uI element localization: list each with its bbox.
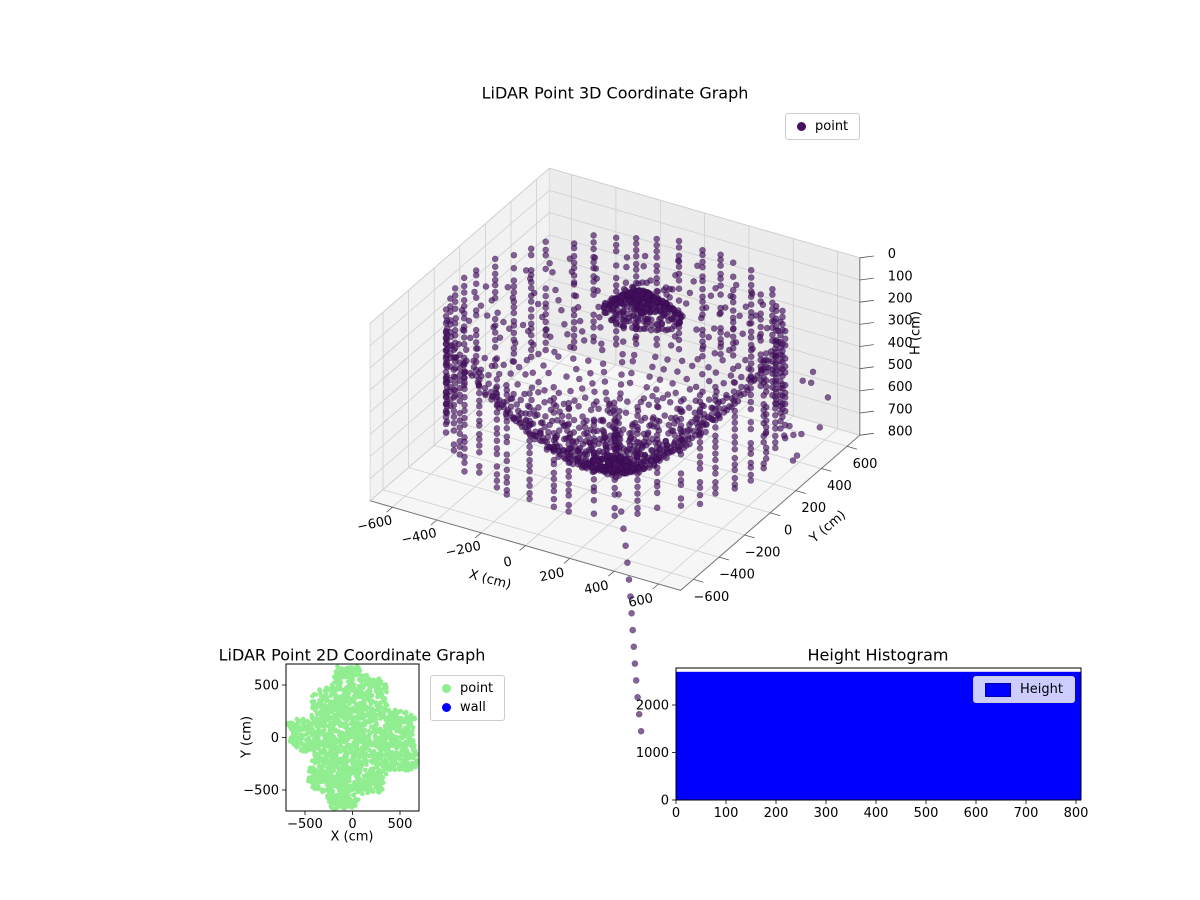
svg-text:600: 600 — [853, 457, 878, 472]
legend-2d-entry-point: point — [442, 681, 493, 696]
svg-text:400: 400 — [888, 336, 913, 351]
svg-text:700: 700 — [1014, 806, 1039, 821]
svg-text:600: 600 — [964, 806, 989, 821]
svg-text:500: 500 — [914, 806, 939, 821]
svg-text:600: 600 — [627, 591, 654, 611]
svg-text:0: 0 — [661, 794, 669, 809]
svg-text:400: 400 — [827, 479, 852, 494]
point-marker-icon — [797, 122, 806, 131]
2d-point-cloud — [285, 664, 420, 811]
legend-histogram-label: Height — [1020, 682, 1063, 697]
svg-text:800: 800 — [1064, 806, 1089, 821]
wall-marker-icon — [442, 703, 451, 712]
svg-text:100: 100 — [888, 269, 913, 284]
histogram-ticks — [672, 704, 1077, 804]
2d-y-axis-label: Y (cm) — [239, 715, 255, 759]
svg-text:500: 500 — [388, 817, 413, 832]
svg-text:100: 100 — [714, 806, 739, 821]
3d-z-axis-label: H (cm) — [908, 311, 924, 355]
svg-text:0: 0 — [888, 247, 896, 262]
svg-text:200: 200 — [888, 291, 913, 306]
3d-ticks — [386, 255, 874, 590]
2d-ticks — [282, 684, 401, 815]
svg-text:0: 0 — [502, 554, 513, 570]
svg-text:−400: −400 — [719, 568, 755, 583]
legend-3d-entry-point: point — [797, 119, 848, 134]
legend-3d: point — [785, 113, 861, 140]
svg-text:800: 800 — [888, 425, 913, 440]
svg-text:200: 200 — [801, 501, 826, 516]
legend-2d-entry-wall: wall — [442, 700, 493, 715]
svg-text:0: 0 — [784, 523, 792, 538]
svg-text:400: 400 — [864, 806, 889, 821]
legend-histogram-entry-height: Height — [985, 682, 1063, 697]
svg-text:2000: 2000 — [636, 699, 669, 714]
svg-text:200: 200 — [764, 806, 789, 821]
svg-text:300: 300 — [814, 806, 839, 821]
3d-point-cloud — [442, 232, 832, 735]
svg-text:−400: −400 — [400, 526, 438, 548]
svg-text:−600: −600 — [356, 513, 394, 535]
svg-text:200: 200 — [538, 565, 565, 585]
svg-text:−200: −200 — [745, 546, 781, 561]
legend-2d-label-wall: wall — [460, 700, 486, 715]
legend-histogram: Height — [973, 676, 1075, 703]
title-3d: LiDAR Point 3D Coordinate Graph — [481, 83, 749, 103]
2d-x-axis-label: X (cm) — [330, 829, 374, 845]
legend-3d-label: point — [815, 119, 849, 134]
title-histogram: Height Histogram — [807, 645, 949, 665]
svg-text:−200: −200 — [444, 539, 482, 561]
histogram-tick-labels: 0 100 200 300 400 500 600 700 800 0 1000 2000 — [636, 699, 1089, 822]
svg-text:500: 500 — [254, 679, 279, 694]
svg-text:700: 700 — [888, 402, 913, 417]
svg-text:300: 300 — [888, 314, 913, 329]
title-2d: LiDAR Point 2D Coordinate Graph — [218, 645, 486, 665]
legend-2d: point wall — [430, 675, 506, 721]
svg-text:1000: 1000 — [636, 746, 669, 761]
svg-text:500: 500 — [888, 358, 913, 373]
svg-text:0: 0 — [271, 731, 279, 746]
svg-text:0: 0 — [672, 806, 680, 821]
svg-text:400: 400 — [583, 578, 610, 598]
svg-text:−600: −600 — [694, 590, 730, 605]
histogram-axes-box — [675, 667, 1082, 801]
svg-text:−500: −500 — [243, 784, 279, 799]
svg-text:600: 600 — [888, 380, 913, 395]
svg-text:−500: −500 — [287, 817, 323, 832]
legend-2d-label-point: point — [460, 681, 494, 696]
height-patch-icon — [985, 682, 1011, 697]
point-marker-icon — [442, 684, 451, 693]
